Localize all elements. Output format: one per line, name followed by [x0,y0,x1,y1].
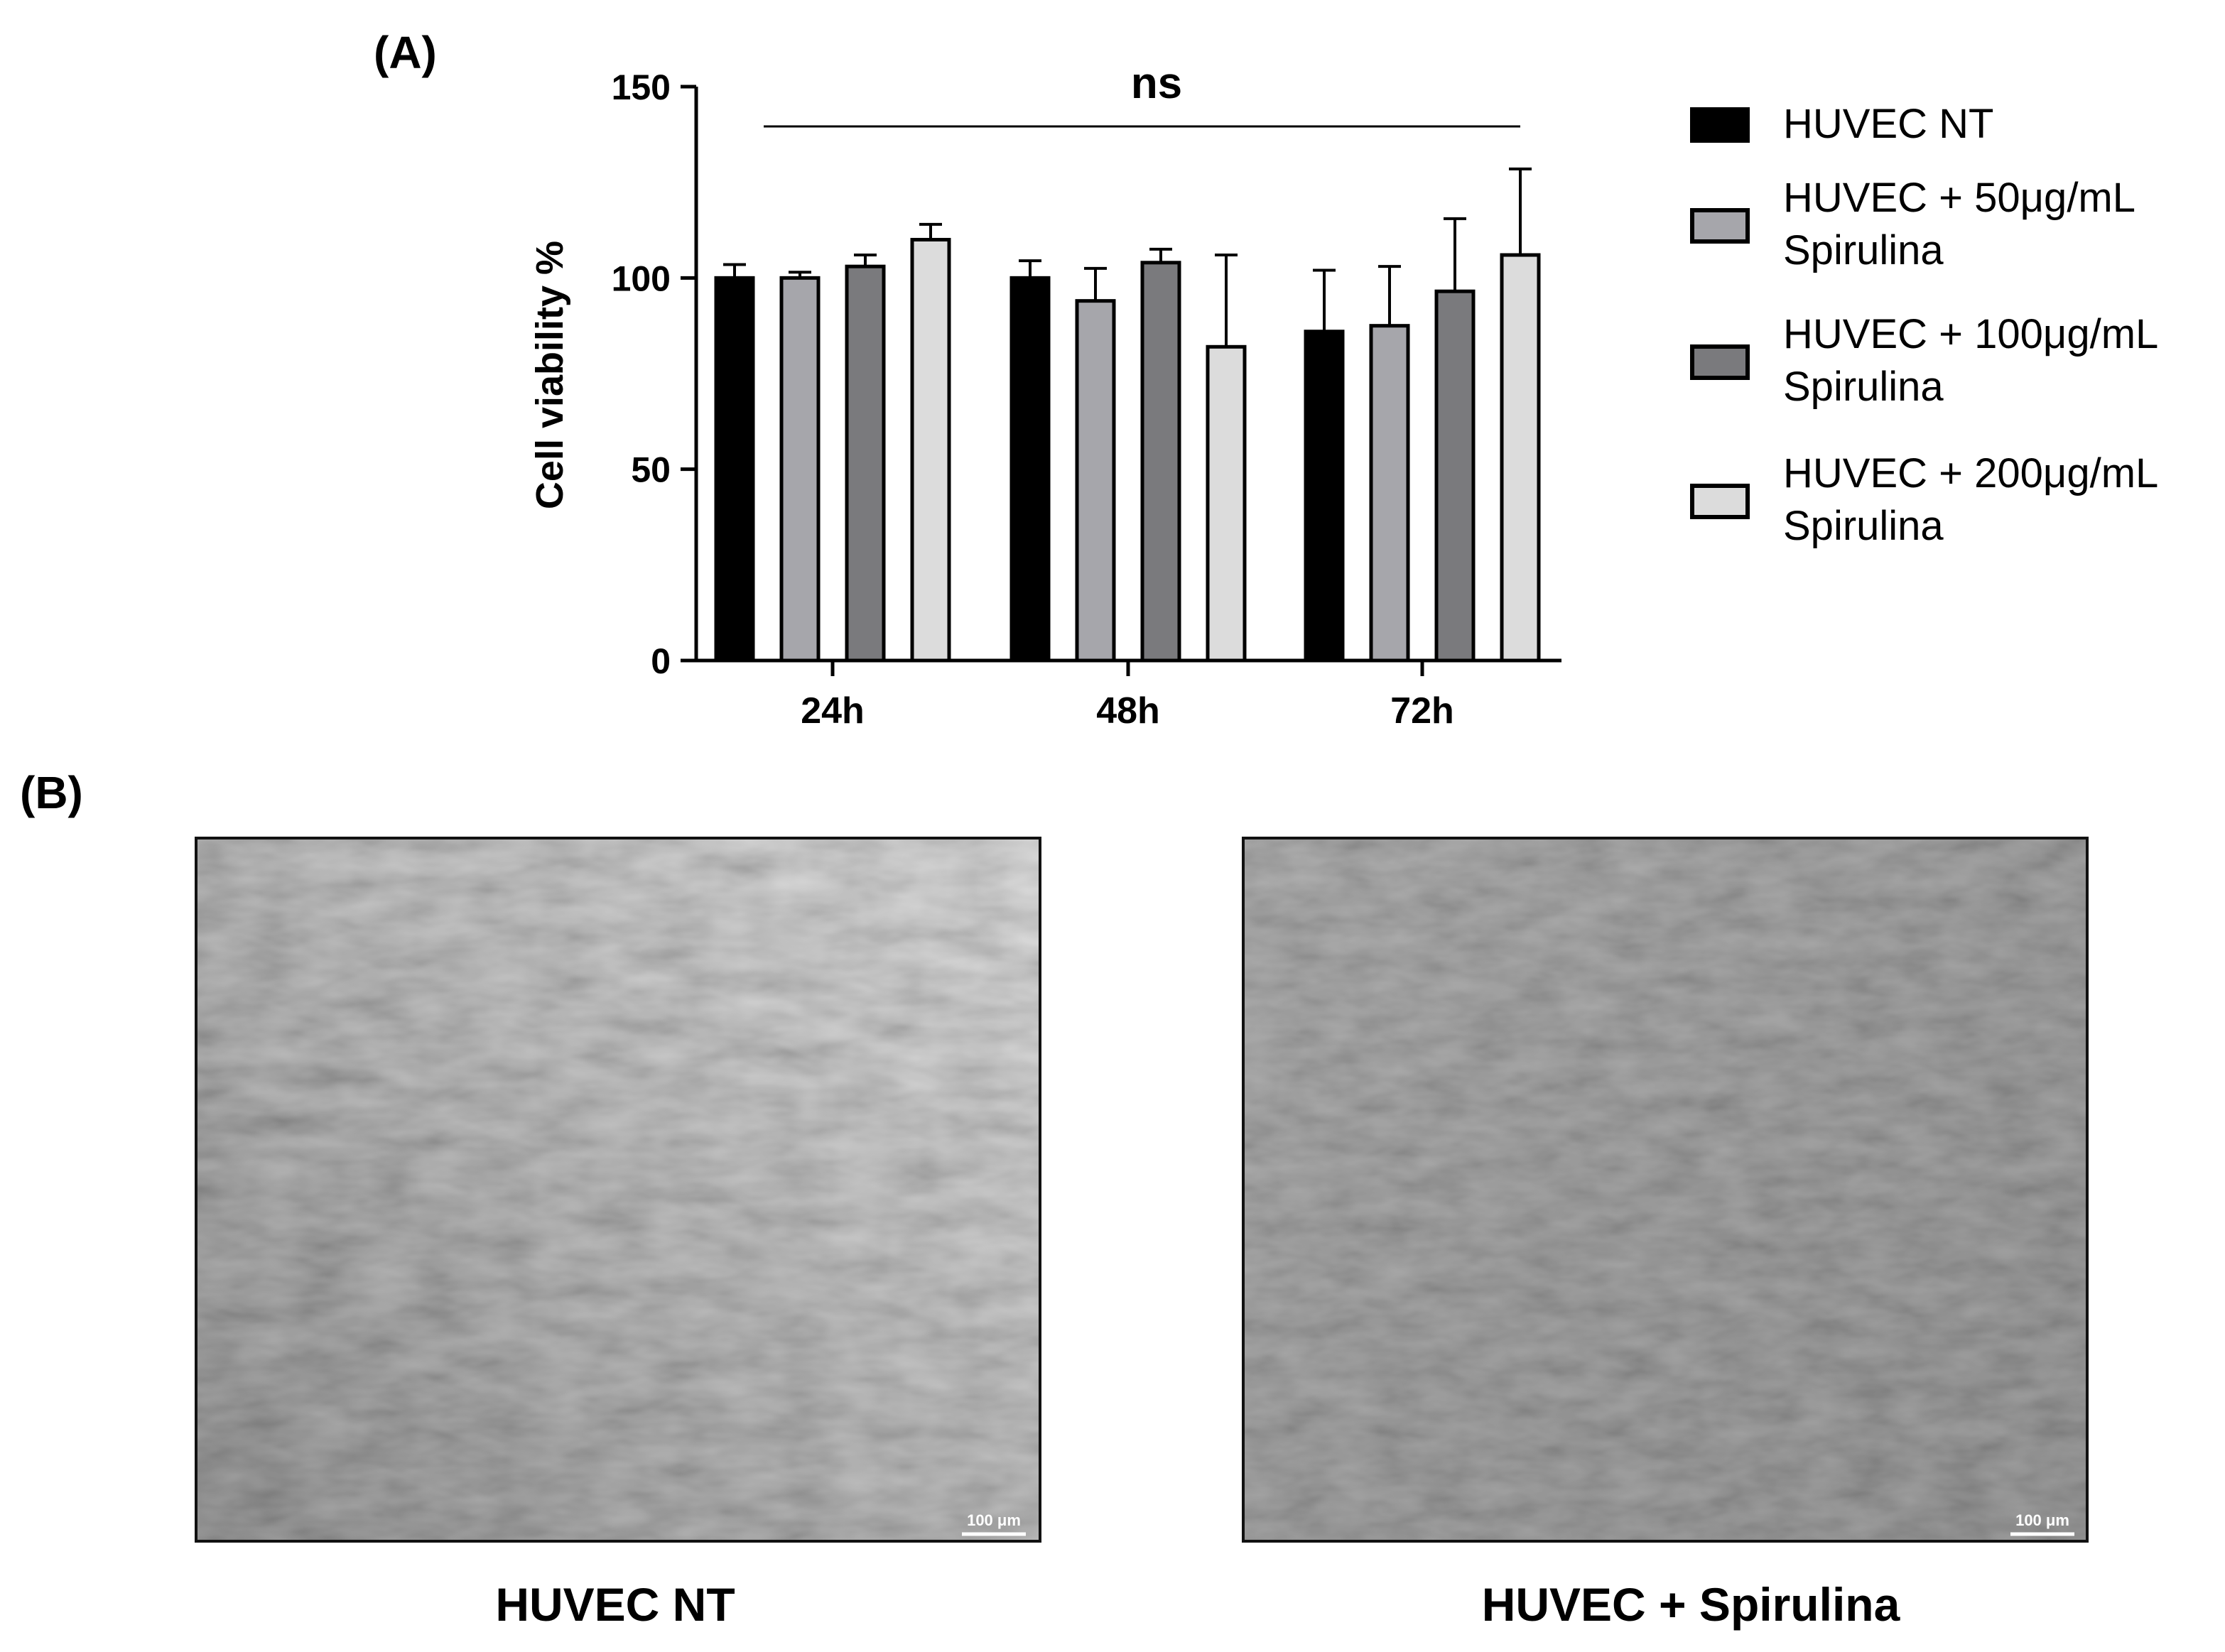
scale-bar-label: 100 μm [967,1511,1021,1529]
legend-label: HUVEC + 100μg/mL Spirulina [1783,311,2158,410]
micrograph-right-caption: HUVEC + Spirulina [1482,1578,1901,1631]
bar [1304,330,1345,663]
chart-legend: HUVEC NT HUVEC + 50μg/mL Spirulina HUVEC + … [1690,101,2158,549]
y-axis-title: Cell viability % [529,241,571,509]
legend-swatch [1690,484,1750,519]
x-tick-label: 72h [1390,690,1454,732]
bar [1075,299,1116,663]
bar [1140,261,1181,663]
bar [910,237,951,663]
x-tick-label: 48h [1096,690,1160,732]
bar [1206,344,1247,663]
legend-item: HUVEC + 50μg/mL Spirulina [1690,175,2135,273]
y-tick-label: 0 [651,641,671,681]
bar [845,264,886,663]
bar-chart: Cell viability % 0 50 100 150 24h 48h 72h ns H… [529,59,2158,732]
chart-axes: 0 50 100 150 24h 48h 72h [612,67,1561,732]
significance-label: ns [1131,59,1182,108]
micrograph-right: 100 μm [1242,837,2089,1543]
legend-swatch [1690,107,1750,143]
legend-label: HUVEC + 200μg/mL Spirulina [1783,450,2158,549]
significance-annotation: ns [764,59,1520,128]
micrograph-left-caption: HUVEC NT [495,1578,735,1631]
bar [779,276,821,663]
panel-a-label: (A) [374,27,437,78]
x-tick-label: 24h [801,690,865,732]
y-tick-label: 100 [612,259,671,298]
bar [1500,253,1541,663]
micrograph-left: 100 μm [195,837,1041,1543]
bar [714,276,755,663]
y-tick-label: 50 [631,450,671,490]
legend-label: HUVEC + 50μg/mL Spirulina [1783,175,2135,273]
bar [1369,324,1410,663]
y-tick-label: 150 [612,67,671,107]
legend-swatch [1690,208,1750,244]
chart-bars [714,167,1541,663]
bar [1009,276,1051,663]
legend-item: HUVEC + 100μg/mL Spirulina [1690,311,2158,410]
legend-item: HUVEC NT [1690,101,1993,147]
bar [1434,289,1476,663]
legend-label: HUVEC NT [1783,101,1993,147]
panel-b-label: (B) [20,767,83,818]
legend-swatch [1690,344,1750,380]
legend-item: HUVEC + 200μg/mL Spirulina [1690,450,2158,549]
scale-bar-label: 100 μm [2015,1511,2069,1529]
